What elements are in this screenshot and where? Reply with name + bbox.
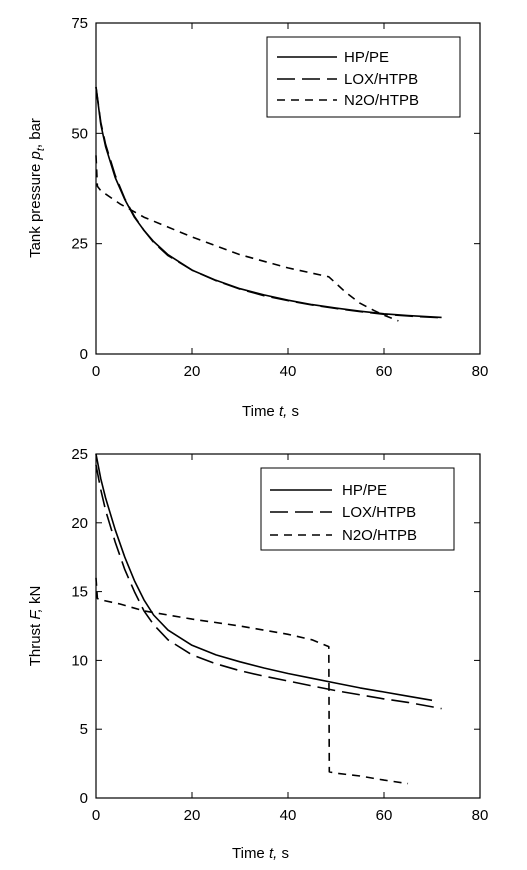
series-line-lox-htpb xyxy=(95,86,442,319)
y-tick-label: 10 xyxy=(71,652,88,669)
x-tick-label: 40 xyxy=(280,807,297,824)
y-tick-label: 20 xyxy=(71,515,88,532)
y-tick-label: 75 xyxy=(71,15,88,32)
x-tick-label: 20 xyxy=(184,807,201,824)
series-line-lox-htpb xyxy=(95,464,442,710)
x-axis-label: Time t, s xyxy=(242,403,299,420)
tick-labels: 0 20 40 60 80 0 25 50 75 xyxy=(71,15,488,380)
legend-label-hp-pe: HP/PE xyxy=(344,49,389,66)
series-line-hp-pe xyxy=(95,86,442,319)
legend: HP/PE LOX/HTPB N2O/HTPB xyxy=(260,467,455,551)
tick-marks xyxy=(95,22,481,355)
y-tick-label: 0 xyxy=(80,346,88,363)
x-tick-label: 60 xyxy=(376,363,393,380)
y-tick-label: 15 xyxy=(71,584,88,601)
x-tick-label: 80 xyxy=(472,807,489,824)
series-lines xyxy=(95,453,442,785)
x-tick-label: 0 xyxy=(92,807,100,824)
y-tick-label: 5 xyxy=(80,721,88,738)
y-axis-label: Thrust F, kN xyxy=(27,586,44,667)
series-lines xyxy=(95,86,442,322)
y-tick-label: 25 xyxy=(71,446,88,463)
series-line-n2o-htpb xyxy=(95,577,409,785)
y-tick-label: 25 xyxy=(71,236,88,253)
thrust-chart: 0 20 40 60 80 0 5 10 15 20 25 HP/PE LOX/HTPB N2O/H… xyxy=(27,446,488,862)
legend-box xyxy=(260,467,455,551)
legend-label-lox-htpb: LOX/HTPB xyxy=(342,504,416,521)
y-axis-label: Tank pressure pt, bar xyxy=(27,118,47,258)
legend: HP/PE LOX/HTPB N2O/HTPB xyxy=(266,36,461,118)
x-tick-label: 20 xyxy=(184,363,201,380)
legend-label-n2o-htpb: N2O/HTPB xyxy=(342,527,417,544)
series-line-hp-pe xyxy=(95,453,433,702)
tick-labels: 0 20 40 60 80 0 5 10 15 20 25 xyxy=(71,446,488,824)
legend-label-lox-htpb: LOX/HTPB xyxy=(344,71,418,88)
series-line-n2o-htpb xyxy=(95,155,399,322)
x-tick-label: 60 xyxy=(376,807,393,824)
legend-label-n2o-htpb: N2O/HTPB xyxy=(344,92,419,109)
x-tick-label: 0 xyxy=(92,363,100,380)
x-axis-label: Time t, s xyxy=(232,845,289,862)
x-tick-label: 80 xyxy=(472,363,489,380)
tank-pressure-chart: 0 20 40 60 80 0 25 50 75 HP/PE LOX/HTPB N2O/HTPB… xyxy=(27,15,488,420)
y-tick-label: 0 xyxy=(80,790,88,807)
x-tick-label: 40 xyxy=(280,363,297,380)
legend-box xyxy=(266,36,461,118)
y-tick-label: 50 xyxy=(71,125,88,142)
legend-label-hp-pe: HP/PE xyxy=(342,482,387,499)
